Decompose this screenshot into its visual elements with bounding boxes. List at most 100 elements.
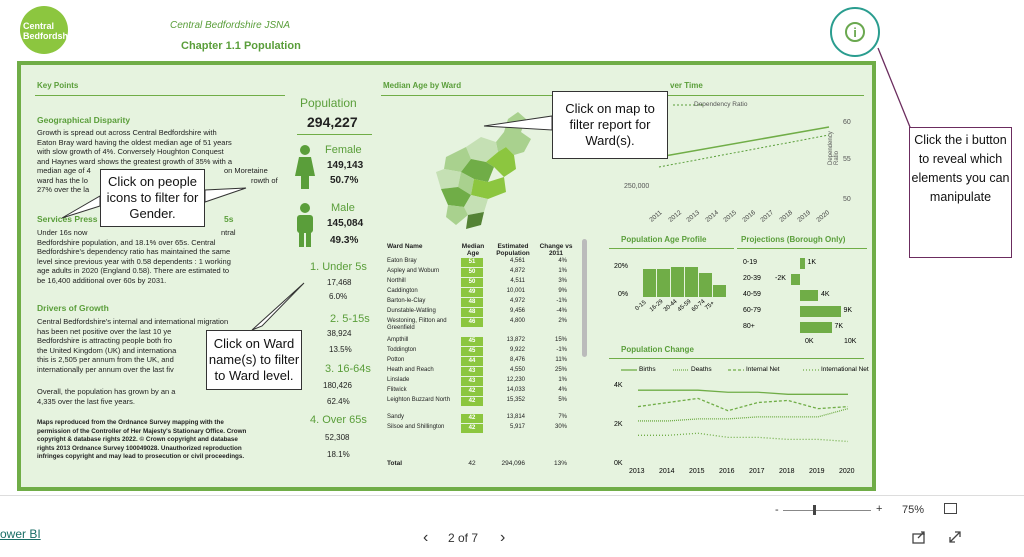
ward-chg: 15% bbox=[554, 337, 567, 343]
ward-row[interactable]: Ampthill 45 13,872 15% bbox=[387, 337, 587, 347]
services-head: Services Press bbox=[37, 214, 98, 224]
dependency-y-right-1: 55 bbox=[843, 156, 851, 163]
ward-pop: 4,511 bbox=[510, 278, 525, 284]
divider bbox=[35, 95, 285, 96]
ward-row[interactable]: Westoning, Flitton and Greenfield 46 4,800… bbox=[387, 318, 587, 331]
proj-bar[interactable] bbox=[800, 290, 818, 301]
female-icon[interactable] bbox=[293, 144, 317, 190]
pop-change-title: Population Change bbox=[621, 345, 694, 354]
proj-x-10: 10K bbox=[844, 338, 857, 345]
next-page-button[interactable]: › bbox=[500, 529, 506, 546]
proj-bar[interactable] bbox=[800, 258, 805, 269]
proj-value: 9K bbox=[843, 307, 853, 314]
series-line[interactable] bbox=[638, 389, 848, 395]
ward-age: 50 bbox=[461, 278, 483, 287]
age-bar[interactable] bbox=[699, 273, 712, 297]
zoom-slider-track[interactable] bbox=[783, 510, 871, 511]
population-label: Population bbox=[300, 96, 357, 110]
ward-name[interactable]: Toddington bbox=[387, 347, 417, 353]
age-bar[interactable] bbox=[713, 285, 726, 297]
age-bar[interactable] bbox=[671, 267, 684, 297]
ward-name[interactable]: Potton bbox=[387, 357, 405, 363]
info-button[interactable]: i bbox=[830, 7, 880, 57]
zoom-out-button[interactable]: - bbox=[775, 504, 779, 516]
series-line[interactable] bbox=[638, 408, 849, 422]
female-label: Female bbox=[325, 144, 362, 156]
divider bbox=[297, 134, 372, 135]
ward-row[interactable]: Barton-le-Clay 48 4,972 -1% bbox=[387, 298, 587, 308]
ward-name[interactable]: Linslade bbox=[387, 377, 410, 383]
ward-name[interactable]: Flitwick bbox=[387, 387, 407, 393]
age515-count: 38,924 bbox=[327, 329, 352, 338]
proj-bar[interactable] bbox=[791, 274, 800, 285]
ward-name[interactable]: Aspley and Woburn bbox=[387, 268, 440, 274]
geo-text-fragment: on Moretaine bbox=[224, 166, 268, 175]
male-icon[interactable] bbox=[293, 202, 317, 248]
powerbi-link[interactable]: ower BI bbox=[0, 527, 41, 541]
median-age-title: Median Age by Ward bbox=[383, 81, 462, 90]
ward-row[interactable]: Flitwick 42 14,033 4% bbox=[387, 387, 587, 397]
page-indicator: 2 of 7 bbox=[448, 531, 479, 545]
ward-name[interactable]: Barton-le-Clay bbox=[387, 298, 426, 304]
ward-row[interactable]: Potton 44 8,476 11% bbox=[387, 357, 587, 367]
ward-row[interactable]: Leighton Buzzard North 42 15,352 5% bbox=[387, 397, 587, 407]
fullscreen-icon[interactable] bbox=[948, 530, 962, 544]
zoom-slider-thumb[interactable] bbox=[813, 505, 816, 515]
ward-chg: -1% bbox=[556, 347, 567, 353]
ward-row[interactable]: Heath and Reach 43 4,550 25% bbox=[387, 367, 587, 377]
ward-row[interactable]: Northill 50 4,511 3% bbox=[387, 278, 587, 288]
ward-chg: 4% bbox=[558, 258, 567, 264]
share-icon[interactable] bbox=[912, 530, 926, 544]
divider bbox=[737, 248, 867, 249]
ward-pop: 4,872 bbox=[509, 268, 525, 274]
ward-row[interactable]: Linslade 43 12,230 1% bbox=[387, 377, 587, 387]
projections-title: Projections (Borough Only) bbox=[741, 235, 846, 244]
series-line[interactable] bbox=[638, 432, 849, 443]
ward-map[interactable] bbox=[426, 107, 536, 232]
legend-item[interactable]: Births bbox=[621, 366, 656, 373]
table-scrollbar[interactable] bbox=[582, 239, 587, 357]
ward-name[interactable]: Dunstable-Watling bbox=[387, 308, 436, 314]
pop-change-chart[interactable] bbox=[633, 379, 863, 469]
proj-category: 40-59 bbox=[743, 291, 761, 298]
prev-page-button[interactable]: ‹ bbox=[423, 529, 429, 546]
age-profile-y-20: 20% bbox=[614, 263, 629, 270]
age-bar[interactable] bbox=[685, 267, 698, 297]
services-text-fragment: ntral bbox=[221, 228, 236, 237]
legend-item[interactable]: International Net bbox=[803, 366, 869, 373]
ward-name[interactable]: Sandy bbox=[387, 414, 405, 420]
pc-x-tick: 2018 bbox=[779, 468, 795, 475]
age-bar[interactable] bbox=[657, 269, 670, 297]
age-bar[interactable] bbox=[643, 269, 656, 297]
ward-row[interactable]: Eaton Bray 51 4,561 4% bbox=[387, 258, 587, 268]
ward-name[interactable]: Leighton Buzzard North bbox=[387, 397, 451, 403]
ward-age: 43 bbox=[461, 377, 483, 386]
ward-name[interactable]: Heath and Reach bbox=[387, 367, 434, 373]
proj-bar[interactable] bbox=[800, 306, 841, 317]
ward-name[interactable]: Caddington bbox=[387, 288, 418, 294]
ward-name[interactable]: Eaton Bray bbox=[387, 258, 417, 264]
age-profile-chart[interactable] bbox=[641, 255, 741, 305]
ward-row[interactable]: Caddington 49 10,001 9% bbox=[387, 288, 587, 298]
dependency-y-right-0: 60 bbox=[843, 119, 851, 126]
ward-age: 45 bbox=[461, 337, 483, 346]
legend-item[interactable]: Internal Net bbox=[728, 366, 780, 373]
ward-row[interactable]: Toddington 45 9,922 -1% bbox=[387, 347, 587, 357]
fit-page-icon[interactable] bbox=[944, 503, 957, 514]
ward-name[interactable]: Silsoe and Shillington bbox=[387, 424, 445, 430]
ward-name[interactable]: Ampthill bbox=[387, 337, 409, 343]
ward-row[interactable]: Aspley and Woburn 50 4,872 1% bbox=[387, 268, 587, 278]
pc-y-0k: 0K bbox=[614, 460, 623, 467]
proj-bar[interactable] bbox=[800, 322, 832, 333]
ward-row[interactable]: Sandy 42 13,814 7% bbox=[387, 414, 587, 424]
series-line[interactable] bbox=[637, 397, 849, 412]
legend-item[interactable]: Deaths bbox=[673, 366, 712, 373]
ward-name[interactable]: Westoning, Flitton and Greenfield bbox=[387, 318, 447, 331]
ward-name[interactable]: Northill bbox=[387, 278, 406, 284]
ward-age: 42 bbox=[461, 397, 483, 406]
ward-row[interactable]: Dunstable-Watling 48 9,456 -4% bbox=[387, 308, 587, 318]
zoom-in-button[interactable]: + bbox=[876, 503, 883, 515]
ward-row[interactable]: Silsoe and Shillington 42 5,917 30% bbox=[387, 424, 587, 434]
female-count: 149,143 bbox=[327, 160, 364, 171]
